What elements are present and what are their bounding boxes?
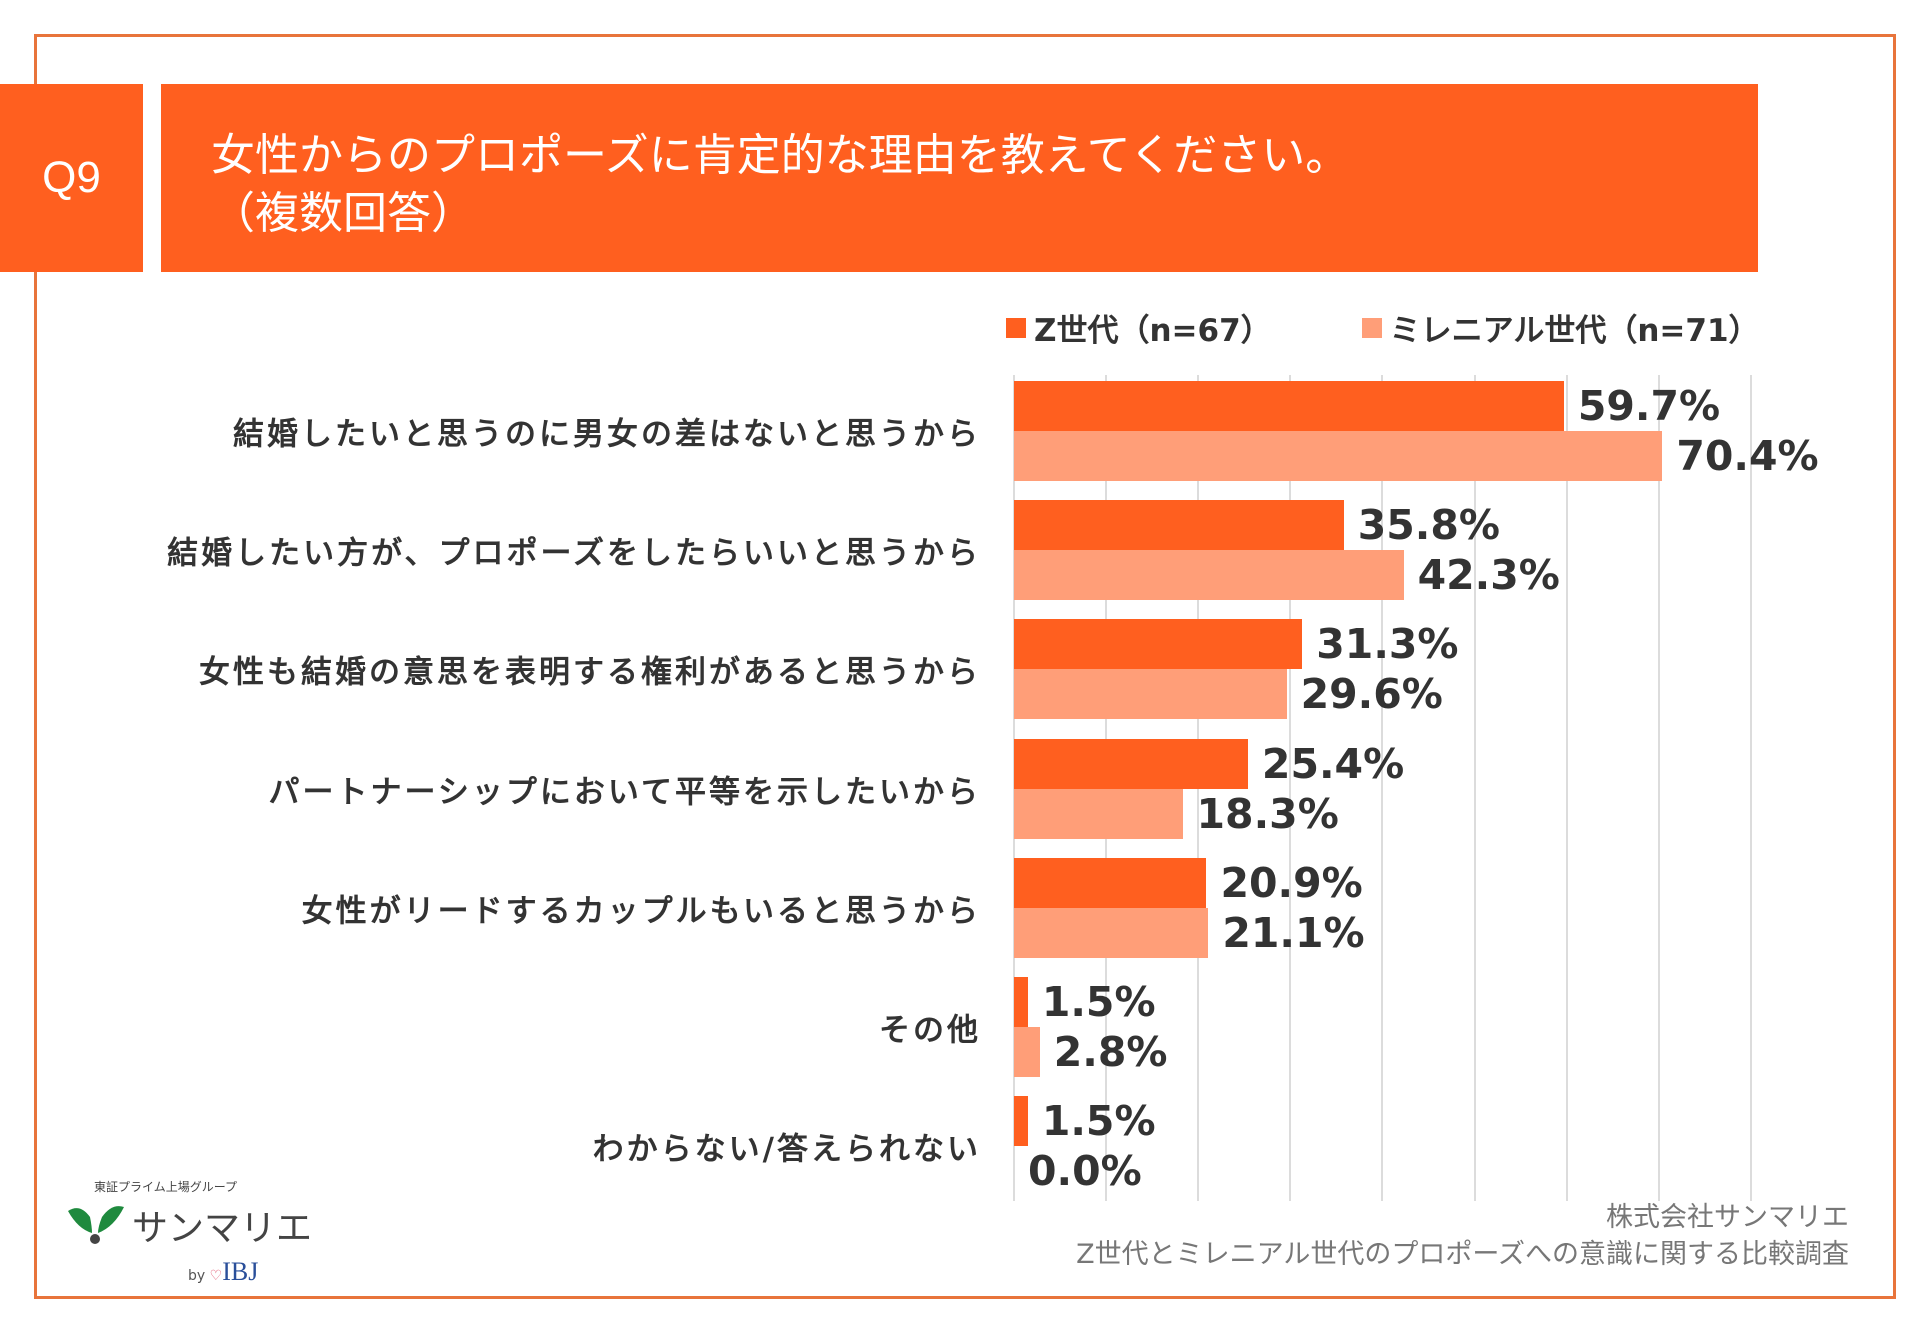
data-label: 18.3% xyxy=(1196,789,1339,838)
bar-millennial xyxy=(1014,550,1404,601)
category-label: 女性も結婚の意思を表明する権利があると思うから xyxy=(199,654,981,691)
gridline xyxy=(1381,375,1384,1201)
legend-swatch xyxy=(1006,317,1026,338)
category-label: パートナーシップにおいて平等を示したいから xyxy=(268,774,981,811)
bar-millennial xyxy=(1014,1027,1040,1077)
data-label: 20.9% xyxy=(1220,858,1363,907)
data-label: 35.8% xyxy=(1357,501,1500,550)
bar-millennial xyxy=(1014,431,1663,481)
data-label: 59.7% xyxy=(1577,382,1721,430)
data-label: 1.5% xyxy=(1041,1097,1156,1146)
gridline xyxy=(1473,375,1476,1201)
gridline xyxy=(1289,375,1292,1201)
data-label: 25.4% xyxy=(1261,739,1405,788)
question-number: Q9 xyxy=(0,84,143,272)
outer-frame xyxy=(34,34,1896,1299)
leaf-logo-icon xyxy=(68,1206,124,1244)
logo-group-text: 東証プライム上場グループ xyxy=(94,1180,238,1194)
data-label: 1.5% xyxy=(1041,978,1156,1026)
bar-millennial xyxy=(1014,907,1209,958)
legend-item-millennial: ミレニアル世代（n=71） xyxy=(1361,305,1760,350)
chart-title: 女性からのプロポーズに肯定的な理由を教えてください。 xyxy=(211,130,1350,181)
bar-gen-z xyxy=(1014,381,1564,431)
bar-gen-z xyxy=(1014,738,1248,789)
bar-millennial xyxy=(1014,669,1287,720)
gridline xyxy=(1657,375,1660,1201)
logo-by: by xyxy=(188,1268,206,1284)
category-label: その他 xyxy=(879,1012,981,1049)
bar-gen-z xyxy=(1014,500,1344,551)
source-survey: Z世代とミレニアル世代のプロポーズへの意識に関する比較調査 xyxy=(1076,1239,1849,1270)
bar-gen-z xyxy=(1014,619,1303,670)
legend: Z世代（n=67） ミレニアル世代（n=71） xyxy=(1006,305,1760,350)
data-label: 42.3% xyxy=(1417,551,1560,600)
data-label: 31.3% xyxy=(1316,620,1459,669)
legend-swatch xyxy=(1361,317,1382,338)
category-label: 女性がリードするカップルもいると思うから xyxy=(301,893,981,930)
gridline xyxy=(1565,375,1568,1201)
data-label: 70.4% xyxy=(1676,432,1819,480)
title-banner: 女性からのプロポーズに肯定的な理由を教えてください。 （複数回答） xyxy=(161,84,1758,272)
legend-item-gen-z: Z世代（n=67） xyxy=(1006,305,1272,350)
data-label: 21.1% xyxy=(1222,908,1365,957)
logo-brand: IBJ xyxy=(222,1257,259,1286)
logo: 東証プライム上場グループ サンマリエ by ♡IBJ xyxy=(66,1178,312,1287)
logo-name: サンマリエ xyxy=(132,1208,313,1249)
bar-millennial xyxy=(1014,788,1183,839)
category-label: わからない/答えられない xyxy=(592,1131,981,1168)
data-label: 2.8% xyxy=(1053,1028,1168,1076)
category-label: 結婚したい方が、プロポーズをしたらいいと思うから xyxy=(167,535,981,572)
bar-gen-z xyxy=(1014,857,1207,908)
bar-gen-z xyxy=(1014,977,1028,1027)
legend-label: Z世代（n=67） xyxy=(1034,313,1272,349)
chart-subtitle: （複数回答） xyxy=(211,188,475,239)
data-label: 0.0% xyxy=(1028,1147,1142,1196)
legend-label: ミレニアル世代（n=71） xyxy=(1389,313,1760,349)
category-label: 結婚したいと思うのに男女の差はないと思うから xyxy=(233,416,981,453)
bar-gen-z xyxy=(1014,1096,1028,1147)
gridline xyxy=(1749,375,1752,1201)
source-company: 株式会社サンマリエ xyxy=(1606,1202,1849,1233)
data-label: 29.6% xyxy=(1300,670,1443,719)
